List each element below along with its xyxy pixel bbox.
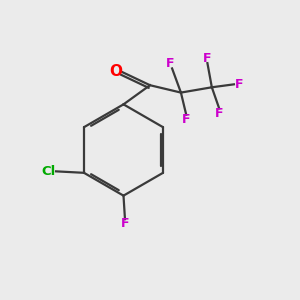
Text: F: F (166, 57, 174, 70)
Text: Cl: Cl (42, 165, 56, 178)
Text: O: O (109, 64, 122, 79)
Text: F: F (121, 218, 129, 230)
Text: F: F (182, 113, 190, 126)
Text: F: F (235, 78, 244, 91)
Text: F: F (203, 52, 212, 65)
Text: F: F (215, 107, 224, 120)
